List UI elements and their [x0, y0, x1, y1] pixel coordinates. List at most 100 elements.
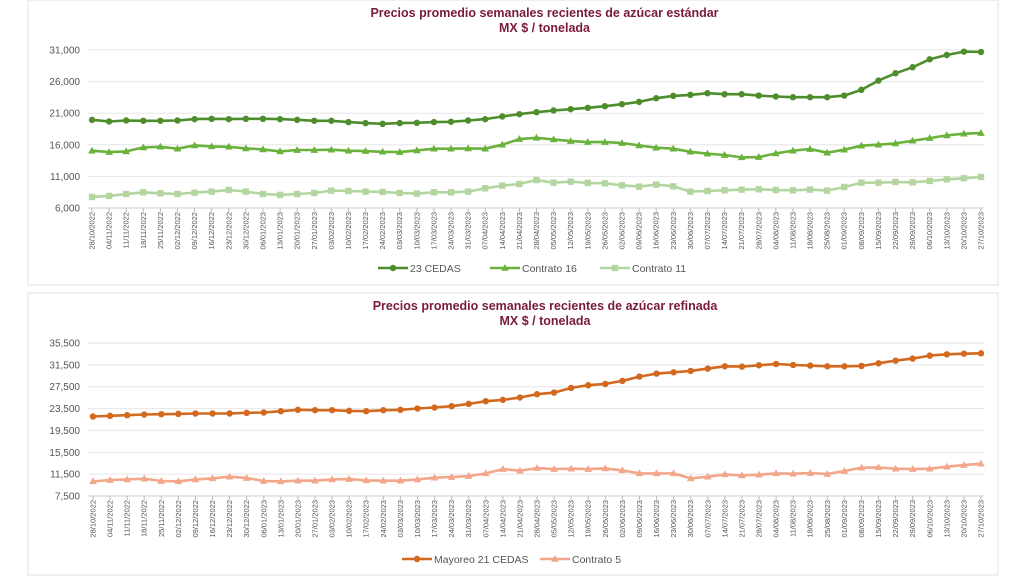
x-tick-label: 15/09/2023 — [874, 212, 883, 250]
data-point — [259, 145, 267, 153]
chart-subtitle: MX $ / tonelada — [499, 21, 591, 35]
x-tick-label: 08/09/2023 — [857, 212, 866, 250]
data-point — [499, 182, 506, 189]
x-tick-label: 28/07/2023 — [754, 212, 763, 250]
data-point — [311, 189, 318, 197]
data-point — [396, 119, 403, 127]
y-tick-label: 7,500 — [55, 492, 80, 503]
data-point — [823, 187, 831, 194]
data-point — [208, 474, 217, 482]
data-point — [977, 173, 985, 181]
data-point — [823, 94, 831, 101]
data-point — [225, 115, 232, 123]
data-point — [601, 180, 609, 187]
x-tick-label: 30/06/2023 — [686, 500, 695, 538]
data-point — [806, 469, 815, 476]
x-tick-label: 25/11/2022 — [157, 500, 166, 537]
data-point — [499, 113, 506, 120]
data-point — [909, 179, 916, 186]
data-point — [670, 92, 677, 100]
data-point — [361, 147, 370, 154]
data-point — [909, 355, 916, 362]
data-point — [362, 188, 369, 195]
data-point — [533, 108, 540, 116]
y-tick-label: 35,500 — [49, 339, 80, 350]
data-point — [858, 362, 865, 370]
data-point — [601, 464, 610, 472]
data-point — [447, 144, 455, 152]
x-tick-label: 02/06/2023 — [617, 212, 626, 250]
x-tick-label: 20/01/2023 — [293, 500, 302, 538]
data-point — [328, 187, 335, 194]
x-tick-label: 23/06/2023 — [669, 500, 678, 538]
x-tick-label: 24/03/2023 — [447, 500, 456, 538]
data-point — [380, 406, 387, 414]
data-point — [259, 115, 267, 123]
data-point — [755, 92, 762, 99]
x-tick-label: 06/01/2023 — [259, 500, 268, 538]
legend-item: Mayoreo 21 CEDAS — [402, 554, 529, 566]
data-point — [533, 464, 541, 471]
data-point — [174, 117, 181, 124]
data-point — [208, 188, 215, 195]
y-tick-label: 19,500 — [49, 426, 80, 437]
data-point — [345, 407, 353, 415]
data-point — [498, 140, 507, 148]
data-point — [738, 363, 746, 370]
data-point — [379, 476, 388, 484]
y-tick-label: 6,000 — [55, 204, 80, 215]
data-point — [652, 469, 661, 477]
x-tick-label: 23/12/2022 — [225, 500, 234, 538]
data-point — [875, 179, 882, 186]
data-point — [209, 410, 216, 417]
series-23-cedas — [88, 48, 985, 128]
legend-marker — [501, 264, 509, 271]
series-contrato-16 — [88, 129, 985, 161]
data-point — [105, 148, 113, 155]
data-point — [465, 400, 472, 408]
data-point — [345, 475, 353, 482]
data-point — [106, 476, 114, 483]
data-point — [755, 470, 763, 478]
data-point — [550, 107, 557, 114]
data-point — [294, 406, 302, 414]
legend-item: Contrato 16 — [490, 263, 577, 275]
x-tick-label: 16/06/2023 — [652, 500, 661, 538]
data-point — [191, 189, 198, 196]
data-point — [670, 369, 677, 376]
data-point — [378, 147, 387, 155]
data-point — [311, 406, 319, 414]
x-tick-label: 25/11/2022 — [156, 212, 165, 249]
data-point — [464, 144, 472, 152]
data-point — [704, 187, 711, 195]
chart-subtitle: MX $ / tonelada — [500, 314, 592, 328]
x-tick-label: 06/10/2023 — [925, 500, 934, 538]
data-point — [105, 192, 113, 200]
x-tick-label: 16/06/2023 — [652, 212, 661, 250]
x-tick-label: 04/11/2022 — [105, 212, 114, 249]
data-point — [242, 188, 250, 195]
data-point — [464, 472, 473, 479]
data-point — [192, 410, 199, 417]
x-tick-label: 14/07/2023 — [720, 212, 729, 250]
data-point — [772, 469, 780, 477]
data-point — [618, 100, 626, 108]
data-point — [704, 90, 711, 97]
data-point — [191, 115, 198, 123]
data-point — [636, 373, 643, 380]
x-tick-label: 10/03/2023 — [413, 500, 422, 538]
x-tick-label: 19/05/2023 — [583, 212, 592, 250]
x-tick-label: 27/01/2023 — [310, 212, 319, 250]
data-point — [448, 403, 455, 410]
data-point — [669, 144, 678, 152]
data-point — [824, 363, 831, 370]
data-point — [960, 175, 968, 182]
data-point — [550, 465, 558, 472]
legend-label: Contrato 5 — [572, 554, 621, 566]
x-tick-label: 21/07/2023 — [737, 500, 746, 538]
data-point — [123, 411, 131, 419]
data-point — [670, 183, 677, 190]
data-point — [328, 475, 336, 483]
data-point — [345, 118, 352, 126]
data-point — [721, 187, 728, 194]
